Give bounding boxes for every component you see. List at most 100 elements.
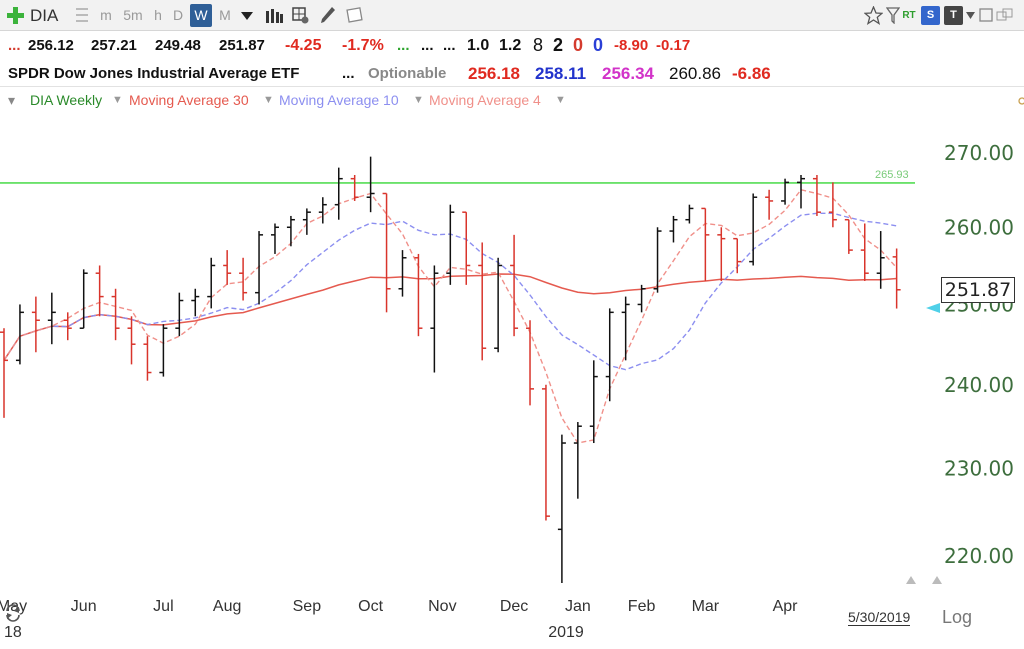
ohlc-bar (733, 237, 742, 274)
date-label: 5/30/2019 (848, 609, 911, 626)
x-tick-label: Jun (71, 598, 97, 615)
ohlc-bar (589, 360, 598, 444)
chevron-down-icon[interactable]: ▼ (112, 94, 123, 106)
y-tick-label: 240.00 (944, 373, 1014, 397)
high-value: 257.21 (91, 37, 137, 54)
count-4: 0 (593, 35, 604, 55)
s-button[interactable]: S (921, 6, 940, 25)
change-percent: -1.7% (342, 37, 384, 54)
ma30-line (3, 273, 897, 361)
legend-ma30[interactable]: Moving Average 30 (129, 92, 249, 108)
chevron-down-icon[interactable]: ▼ (555, 94, 566, 106)
pencil-icon[interactable] (320, 6, 336, 24)
toolbar: DIA m 5m h D W M RT S T (0, 0, 1024, 31)
notes-icon[interactable] (345, 7, 363, 23)
interval-weekly[interactable]: W (190, 4, 212, 27)
refresh-icon[interactable] (4, 604, 22, 622)
ohlc-bar (462, 211, 471, 285)
ohlc-bar (797, 174, 805, 209)
ohlc-bar (605, 308, 614, 402)
ohlc-bar (255, 231, 264, 305)
symbol-label[interactable]: DIA (30, 6, 59, 25)
ohlc-bar (526, 320, 535, 406)
ohlc-bar (685, 204, 694, 224)
interval-5-minute[interactable]: 5m (123, 7, 143, 23)
interval-hourly[interactable]: h (154, 7, 162, 23)
price-1: 256.18 (468, 64, 520, 83)
grid-settings-icon[interactable] (292, 7, 309, 24)
chevron-down-icon[interactable] (966, 12, 975, 19)
realtime-badge[interactable]: RT (902, 10, 916, 21)
ohlc-bar (223, 250, 232, 285)
y-tick-label: 260.00 (944, 215, 1014, 239)
scroll-up-icon[interactable] (906, 576, 916, 584)
ohlc-bar (541, 384, 550, 521)
dots-1: ... (421, 37, 434, 54)
ohlc-bar (382, 192, 391, 313)
ohlc-bar (478, 242, 487, 361)
bar-chart-icon[interactable] (265, 8, 283, 23)
ohlc-bar (557, 434, 566, 584)
ohlc-bar (510, 234, 519, 337)
ohlc-bar (350, 174, 359, 201)
scroll-up-icon[interactable] (932, 576, 942, 584)
price-bars (0, 156, 901, 584)
t-button[interactable]: T (944, 6, 963, 25)
resistance-line-label: 265.93 (875, 169, 909, 181)
legend-ma10[interactable]: Moving Average 10 (279, 92, 399, 108)
interval-monthly[interactable]: M (219, 7, 231, 23)
ma4-line (3, 189, 898, 444)
price-3: 256.34 (602, 64, 654, 83)
x-tick-label: Oct (358, 598, 383, 615)
ohlc-bar (494, 257, 503, 353)
change-value: -4.25 (285, 37, 322, 54)
quote-row: ... 256.12 257.21 249.48 251.87 -4.25 -1… (0, 33, 1024, 59)
ohlc-bar (286, 215, 295, 247)
ohlc-bar (430, 265, 439, 373)
ohlc-bar (0, 328, 8, 418)
filter-icon[interactable] (886, 7, 900, 24)
ohlc-bar (812, 174, 821, 216)
ohlc-bar (318, 197, 327, 224)
interval-minute[interactable]: m (100, 7, 112, 23)
legend-arrow-icon: ▾ (8, 92, 16, 108)
ohlc-bar (446, 204, 455, 285)
link-icon[interactable] (996, 7, 1014, 24)
ohlc-bar (749, 193, 758, 266)
ohlc-bar (95, 265, 104, 317)
value-2: 1.2 (499, 37, 522, 54)
add-symbol-icon[interactable] (6, 6, 25, 25)
list-icon[interactable] (76, 8, 88, 22)
ohlc-bar (669, 215, 678, 243)
x-tick-label: Jan (565, 598, 591, 615)
ohlc-bar (111, 288, 120, 341)
legend-series[interactable]: DIA Weekly (30, 92, 103, 108)
legend-ma4[interactable]: Moving Average 4 (429, 92, 541, 108)
ohlc-bar (637, 284, 646, 313)
info-dots: ... (342, 65, 355, 82)
interval-daily[interactable]: D (172, 7, 184, 23)
log-scale-toggle[interactable]: Log (942, 607, 973, 627)
y-tick-label: 270.00 (944, 141, 1014, 165)
settings-icon[interactable] (1016, 96, 1024, 106)
ohlc-bar (573, 422, 582, 499)
chevron-down-icon[interactable] (241, 12, 253, 20)
ohlc-bar (207, 257, 216, 309)
chevron-down-icon[interactable]: ▼ (413, 94, 424, 106)
window-icon[interactable] (979, 8, 993, 22)
ohlc-bar (302, 208, 311, 235)
ohlc-bar (621, 296, 630, 361)
value-1: 1.0 (467, 37, 490, 54)
y-tick-label: 220.00 (944, 544, 1014, 568)
x-axis: May Jun Jul Aug Sep Oct Nov Dec Jan Feb Mar Apr2019… (0, 598, 798, 641)
quote-prefix: ... (8, 37, 21, 54)
ohlc-bar (79, 269, 88, 329)
optionable-label: Optionable (368, 65, 447, 82)
chevron-down-icon[interactable]: ▼ (263, 94, 274, 106)
low-value: 249.48 (155, 37, 201, 54)
star-icon[interactable] (864, 6, 883, 25)
x-tick-label: Aug (213, 598, 241, 615)
ohlc-bar (15, 304, 24, 365)
